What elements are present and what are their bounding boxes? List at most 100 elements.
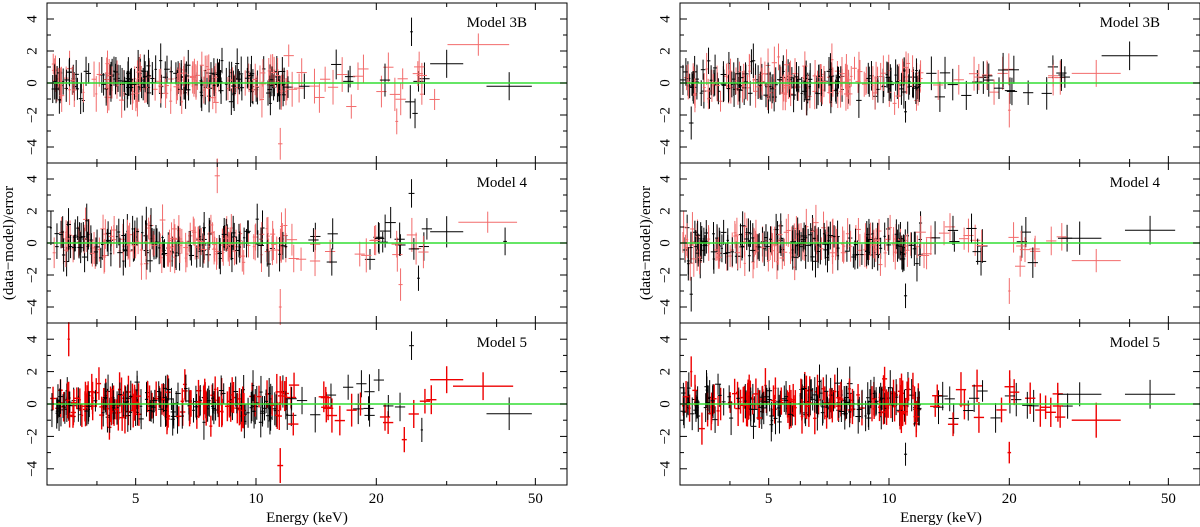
- data-point: [929, 221, 941, 255]
- data-point: [692, 220, 698, 244]
- data-point: [241, 393, 245, 428]
- data-point: [687, 246, 690, 281]
- data-point: [265, 217, 269, 240]
- data-point: [973, 63, 984, 91]
- data-point: [417, 265, 420, 291]
- data-point: [710, 234, 717, 270]
- data-point: [734, 67, 738, 95]
- data-point: [1008, 55, 1019, 84]
- data-point: [93, 378, 99, 408]
- data-point: [903, 57, 906, 86]
- data-point: [64, 246, 69, 277]
- data-point: [112, 216, 117, 244]
- data-point: [114, 57, 118, 87]
- data-point: [885, 62, 891, 93]
- data-point: [129, 68, 133, 100]
- data-point: [430, 49, 464, 78]
- data-point: [915, 235, 919, 258]
- data-point: [879, 62, 883, 91]
- data-point: [278, 289, 282, 325]
- data-point: [888, 214, 892, 241]
- y-tick-label: 0: [24, 79, 40, 87]
- data-point: [274, 56, 280, 88]
- data-point: [829, 53, 832, 86]
- data-point: [735, 57, 740, 90]
- data-point: [732, 71, 736, 107]
- data-point: [874, 392, 878, 414]
- data-point: [170, 402, 175, 436]
- data-point: [750, 49, 753, 75]
- data-point: [754, 233, 760, 268]
- data-point: [258, 227, 264, 264]
- data-point: [760, 232, 765, 263]
- data-point: [280, 212, 283, 241]
- data-point: [890, 387, 895, 422]
- data-point: [851, 246, 856, 268]
- data-point: [683, 58, 689, 86]
- data-point: [364, 404, 375, 427]
- data-point: [52, 237, 56, 269]
- data-point: [279, 57, 286, 86]
- data-point: [211, 222, 214, 243]
- data-point: [793, 244, 799, 271]
- data-point: [733, 73, 738, 95]
- x-tick-label: 20: [369, 491, 384, 507]
- data-point: [873, 228, 879, 254]
- data-point: [112, 56, 116, 86]
- data-point: [874, 61, 878, 94]
- y-tick-label: −2: [24, 267, 40, 283]
- data-point: [1057, 221, 1102, 255]
- model-label: Model 4: [477, 175, 528, 191]
- data-point: [453, 372, 514, 401]
- data-point: [150, 61, 155, 96]
- data-point: [373, 222, 385, 254]
- x-tick-label: 10: [248, 491, 263, 507]
- data-point: [905, 233, 910, 267]
- data-point: [130, 393, 136, 428]
- data-point: [269, 75, 274, 97]
- data-point: [77, 395, 80, 422]
- data-point: [814, 229, 819, 255]
- data-point: [356, 370, 367, 398]
- data-point: [53, 63, 57, 100]
- data-point: [486, 72, 532, 101]
- y-tick-label: 2: [657, 207, 673, 215]
- data-point: [255, 203, 259, 235]
- data-point: [212, 75, 216, 97]
- data-point: [418, 235, 429, 269]
- data-point: [1020, 217, 1031, 248]
- data-point: [188, 390, 192, 424]
- data-point: [726, 74, 731, 103]
- data-point: [981, 60, 993, 90]
- data-point: [246, 397, 250, 428]
- data-point: [163, 394, 168, 427]
- data-point: [711, 73, 715, 95]
- data-point: [134, 370, 140, 394]
- data-point: [169, 222, 174, 256]
- data-point: [71, 235, 77, 260]
- data-point: [255, 230, 261, 258]
- data-point: [872, 229, 876, 259]
- data-point: [125, 375, 131, 409]
- data-point: [373, 222, 384, 253]
- data-point: [826, 242, 829, 273]
- data-point: [158, 68, 164, 104]
- data-point: [796, 217, 799, 251]
- data-point: [209, 415, 213, 437]
- data-point: [486, 397, 532, 431]
- y-tick-label: 0: [657, 79, 673, 87]
- data-point: [744, 227, 750, 251]
- data-point: [204, 391, 208, 419]
- data-point: [827, 221, 834, 250]
- data-point: [892, 227, 895, 262]
- data-point: [812, 59, 818, 92]
- data-point: [821, 211, 826, 244]
- data-point: [118, 382, 122, 407]
- data-point: [406, 217, 417, 252]
- data-point: [1029, 238, 1040, 260]
- data-point: [86, 63, 92, 84]
- y-tick-label: 0: [24, 239, 40, 247]
- y-tick-label: 2: [24, 47, 40, 55]
